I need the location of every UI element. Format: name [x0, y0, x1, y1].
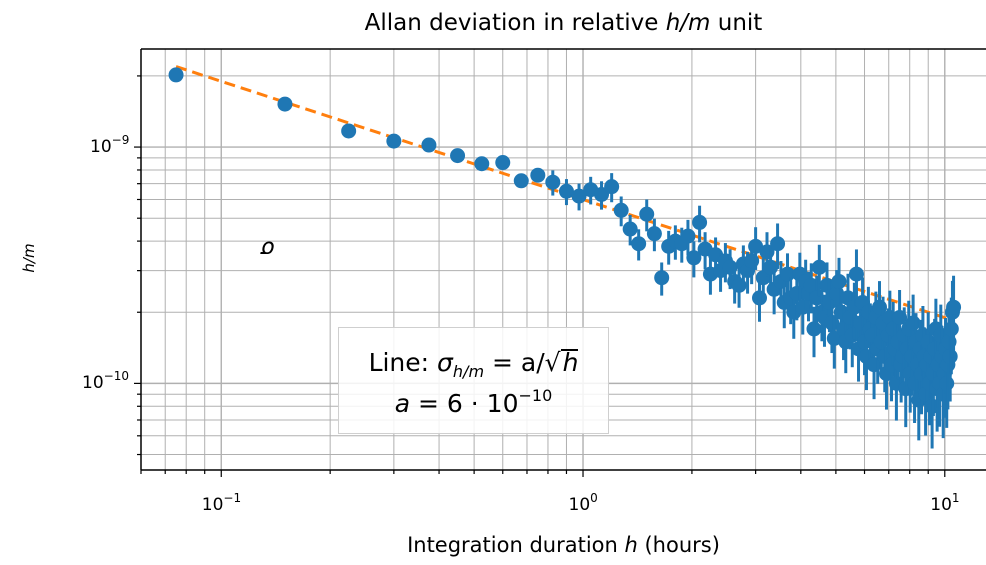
y-tick-label: 10−10	[82, 369, 129, 394]
data-point	[450, 148, 466, 164]
data-point	[168, 67, 184, 83]
data-point	[386, 133, 402, 149]
point-marker	[770, 236, 786, 252]
data-point	[631, 229, 647, 261]
point-marker	[474, 156, 490, 172]
point-marker	[646, 226, 662, 242]
point-marker	[277, 96, 293, 112]
data-point	[558, 179, 574, 206]
x-tick-label: 100	[568, 491, 598, 515]
axes-frame	[134, 48, 986, 477]
data-point	[848, 249, 864, 307]
point-marker	[680, 228, 696, 244]
point-marker	[692, 214, 708, 230]
data-point	[604, 173, 620, 203]
point-marker	[421, 137, 437, 153]
point-marker	[386, 133, 402, 149]
point-marker	[622, 221, 638, 237]
data-point	[811, 244, 827, 297]
annotation-line-1: Line: σh/m = a/√h	[368, 348, 579, 381]
data-point	[622, 214, 638, 246]
data-point	[654, 262, 670, 296]
data-point	[946, 275, 962, 353]
point-marker	[844, 327, 860, 343]
annotation-box	[338, 327, 609, 434]
data-point	[680, 219, 696, 256]
point-marker	[341, 123, 357, 139]
data-point	[686, 241, 702, 278]
data-point	[770, 223, 786, 269]
data-point	[613, 196, 629, 227]
point-marker	[513, 173, 529, 189]
annotation-line-2: a = 6 · 10−10	[394, 386, 553, 419]
data-point	[530, 167, 546, 183]
x-tick-label: 10−1	[201, 491, 242, 515]
point-marker	[763, 259, 779, 275]
point-marker	[811, 259, 827, 275]
point-marker	[613, 202, 629, 218]
data-point	[748, 227, 764, 270]
data-point	[474, 156, 490, 172]
data-point	[545, 170, 561, 196]
x-axis-label: Integration duration h (hours)	[407, 533, 720, 557]
point-marker	[905, 315, 921, 331]
y-tick-label: 10−9	[90, 133, 130, 158]
x-tick-label: 101	[930, 491, 960, 515]
point-marker	[631, 236, 647, 252]
data-point	[692, 205, 708, 243]
data-point	[826, 315, 842, 369]
data-point	[421, 137, 437, 153]
point-marker	[168, 67, 184, 83]
point-marker	[848, 266, 864, 282]
data-point	[639, 199, 655, 232]
point-marker	[530, 167, 546, 183]
point-marker	[639, 206, 655, 222]
data-point	[831, 257, 847, 313]
point-marker	[748, 238, 764, 254]
point-marker	[594, 186, 610, 202]
data-point	[646, 218, 662, 252]
chart-title: Allan deviation in relative h/m unit	[364, 10, 763, 36]
data-point	[844, 310, 860, 368]
data-point	[803, 263, 819, 314]
point-marker	[558, 183, 574, 199]
point-marker	[686, 250, 702, 266]
point-marker	[803, 277, 819, 293]
point-marker	[571, 188, 587, 204]
point-marker	[545, 174, 561, 190]
data-point	[594, 181, 610, 210]
point-marker	[826, 330, 842, 346]
point-marker	[831, 273, 847, 289]
data-point	[571, 183, 587, 211]
data-point	[341, 123, 357, 139]
point-marker	[604, 179, 620, 195]
data-point	[277, 96, 293, 112]
data-point	[495, 155, 511, 171]
data-points-layer	[168, 67, 962, 449]
y-axis-label: σ h/m	[20, 236, 275, 273]
point-marker	[806, 321, 822, 337]
point-marker	[495, 155, 511, 171]
point-marker	[946, 299, 962, 315]
point-marker	[654, 270, 670, 286]
data-point	[513, 173, 529, 189]
point-marker	[450, 148, 466, 164]
